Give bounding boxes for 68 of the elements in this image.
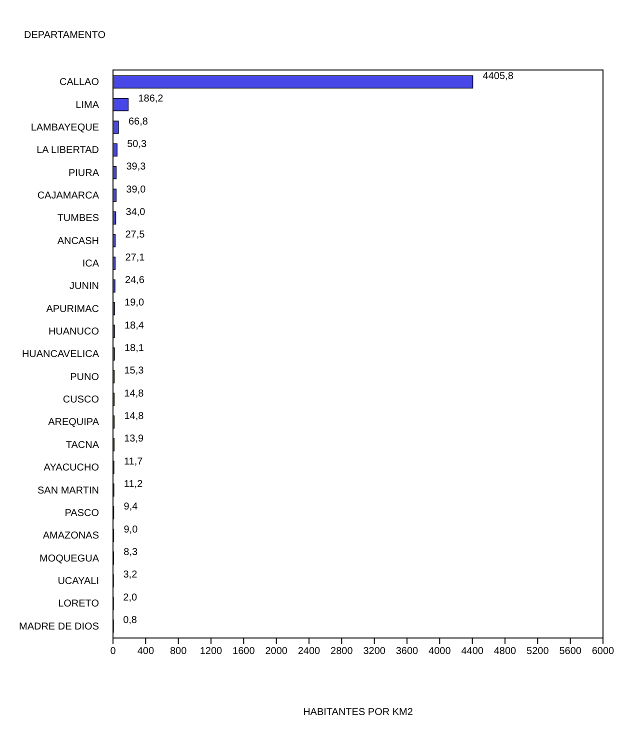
data-label: 66,8	[128, 116, 148, 128]
y-tick-label: LAMBAYEQUE	[30, 122, 100, 134]
y-tick-label: ICA	[82, 258, 100, 270]
x-tick-label: 3600	[396, 646, 419, 658]
y-tick-label: AREQUIPA	[48, 417, 100, 428]
data-label: 15,3	[124, 366, 144, 377]
x-tick-label: 1200	[200, 646, 223, 658]
y-tick-label: AMAZONAS	[42, 530, 100, 542]
x-tick-label: 0	[110, 646, 116, 658]
data-label: 24,6	[125, 274, 145, 286]
y-tick-label: PIURA	[68, 168, 100, 179]
data-label: 4405,8	[482, 70, 514, 82]
data-label: 18,4	[124, 320, 144, 332]
data-label: 39,3	[126, 162, 146, 173]
y-tick-label: AYACUCHO	[44, 462, 100, 474]
data-label: 11,2	[124, 479, 144, 490]
data-label: 0,8	[123, 615, 138, 626]
x-tick-label: 400	[137, 646, 154, 658]
y-tick-label: PASCO	[64, 508, 100, 519]
y-tick-label: CAJAMARCA	[37, 190, 100, 202]
data-label: 27,5	[125, 230, 146, 241]
data-label: 27,1	[125, 252, 146, 264]
data-label: 9,4	[124, 502, 138, 513]
y-tick-label: MADRE DE DIOS	[18, 621, 100, 632]
y-tick-label: APURIMAC	[46, 304, 99, 315]
y-axis-title: DEPARTAMENTO	[24, 30, 106, 41]
y-tick-label: ANCASH	[57, 236, 99, 247]
x-tick-label: 3200	[363, 646, 386, 658]
data-label: 3,2	[123, 570, 138, 581]
data-label: 2,0	[123, 592, 138, 604]
y-tick-label: UCAYALI	[58, 576, 99, 587]
y-tick-label: PUNO	[70, 372, 100, 383]
data-label: 13,9	[124, 434, 144, 445]
data-label: 11,7	[124, 456, 144, 468]
x-tick-label: 2800	[330, 646, 354, 658]
data-label: 19,0	[124, 298, 144, 309]
y-tick-label: SAN MARTIN	[38, 485, 99, 496]
x-tick-label: 4400	[461, 646, 484, 658]
x-tick-label: 2000	[265, 646, 288, 658]
y-tick-label: MOQUEGUA	[40, 553, 100, 564]
data-label: 9,0	[124, 524, 138, 536]
x-tick-label: 1600	[232, 646, 256, 658]
x-tick-label: 2400	[298, 646, 321, 658]
x-tick-label: 5200	[526, 646, 550, 658]
data-label: 39,0	[126, 184, 146, 196]
x-tick-label: 4800	[494, 646, 517, 658]
y-tick-label: CALLAO	[60, 77, 100, 88]
x-tick-label: 5600	[559, 646, 582, 658]
data-label: 50,3	[127, 138, 148, 150]
x-tick-label: 6000	[592, 646, 615, 658]
x-tick-label: 800	[170, 646, 188, 658]
x-axis-title: HABITANTES POR KM2	[303, 707, 414, 718]
y-tick-label: CUSCO	[62, 394, 100, 406]
y-tick-label: LORETO	[58, 598, 100, 610]
y-tick-label: HUANUCO	[48, 326, 100, 338]
data-label: 186,2	[138, 94, 164, 105]
y-tick-label: LIMA	[76, 100, 100, 111]
y-tick-label: HUANCAVELICA	[22, 349, 100, 360]
y-tick-label: LA LIBERTAD	[36, 145, 99, 156]
y-tick-label: TUMBES	[57, 213, 100, 224]
y-tick-label: TACNA	[66, 440, 100, 451]
data-label: 18,1	[124, 343, 144, 354]
data-label: 14,8	[124, 411, 144, 422]
x-tick-label: 4000	[428, 646, 452, 658]
data-label: 14,8	[124, 388, 144, 400]
data-label: 8,3	[124, 547, 138, 558]
y-tick-label: JUNIN	[70, 281, 99, 292]
data-label: 34,0	[126, 206, 146, 218]
